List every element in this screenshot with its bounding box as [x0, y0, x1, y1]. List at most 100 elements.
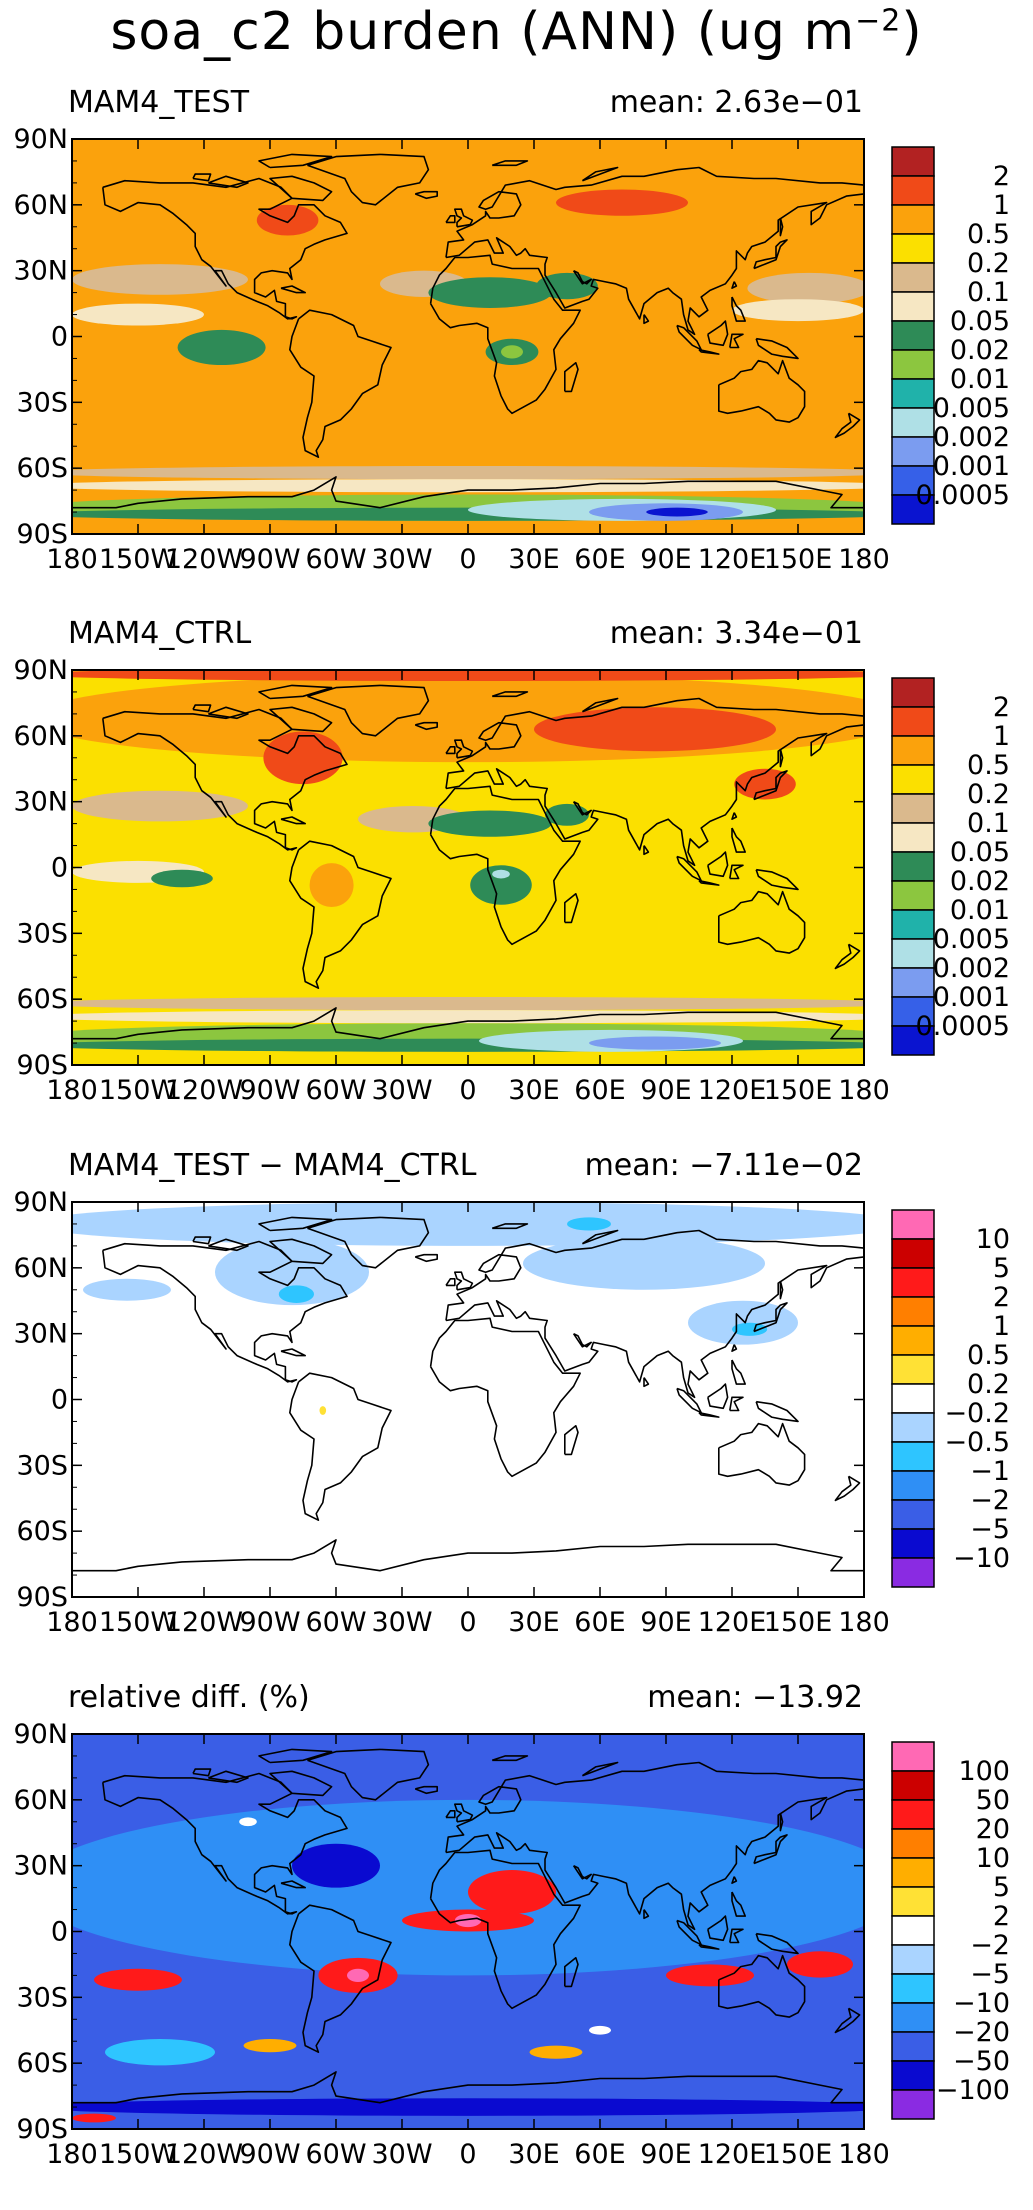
- colorbar-box: [891, 1441, 935, 1472]
- coastline-ellesmere: [258, 1748, 333, 1764]
- coastline-australia: [717, 1954, 806, 2018]
- contour-region: [468, 1870, 556, 1914]
- coastline-victoria-island: [208, 1770, 249, 1784]
- coastline-new-guinea: [755, 868, 799, 891]
- x-tick-label: 90E: [640, 544, 691, 575]
- coastline-philippines: [731, 827, 747, 853]
- x-tick-label: 180: [46, 1607, 98, 1638]
- coastline-new-zealand: [834, 2007, 861, 2034]
- coastline-cuba: [280, 285, 307, 294]
- y-tick-label: 60N: [13, 1785, 68, 1816]
- colorbar-box: [891, 2060, 935, 2091]
- contour-region: [72, 264, 248, 295]
- colorbar-label: 10: [976, 1224, 1010, 1255]
- contour-region: [239, 1817, 257, 1827]
- x-tick-label: 150E: [764, 1607, 833, 1638]
- contour-region: [428, 277, 552, 308]
- colorbar-box: [891, 764, 935, 795]
- colorbar-label: −2: [970, 1930, 1010, 1961]
- coastline-borneo: [707, 851, 729, 878]
- colorbar-label: −2: [970, 1485, 1010, 1516]
- panel-title: relative diff. (%): [68, 1680, 310, 1715]
- colorbar-label: 0.5: [967, 1340, 1010, 1371]
- contour-region: [105, 2039, 215, 2066]
- colorbar-box: [891, 1915, 935, 1946]
- colorbar-label: 10: [976, 1843, 1010, 1874]
- figure-title: soa_c2 burden (ANN) (ug m−2): [0, 2, 1033, 62]
- coastline-sakhalin: [779, 1812, 784, 1832]
- figure-title-close: ): [901, 2, 923, 62]
- coastline-banks-island: [192, 173, 212, 182]
- colorbar-label: 0.002: [933, 422, 1010, 453]
- x-tick-label: 150E: [764, 2139, 833, 2170]
- contour-region: [347, 1968, 369, 1982]
- colorbar-box: [891, 967, 935, 998]
- figure-title-text: soa_c2 burden (ANN) (ug m: [110, 2, 856, 62]
- x-tick-label: 180: [838, 544, 890, 575]
- colorbar-label: −10: [953, 1543, 1010, 1574]
- colorbar-box: [891, 1383, 935, 1414]
- contour-region: [787, 1951, 853, 1978]
- coastline-sulawesi: [729, 1396, 744, 1412]
- x-tick-label: 60E: [574, 1607, 625, 1638]
- colorbar-label: 0.005: [933, 924, 1010, 955]
- coastline-novaya-zemlya: [581, 166, 619, 182]
- colorbar-box: [891, 1296, 935, 1327]
- coastline-new-zealand: [834, 943, 861, 970]
- coastline-taiwan: [731, 812, 738, 820]
- x-tick-label: 90E: [640, 1607, 691, 1638]
- colorbar-label: −100: [936, 2075, 1010, 2106]
- map-panel-test: MAM4_TEST mean: 2.63e−01 180 150W 120W 90W 6…: [0, 85, 1033, 615]
- coastline-sri-lanka: [643, 1377, 650, 1388]
- colorbar-label: 1: [993, 1311, 1010, 1342]
- colorbar-box: [891, 1238, 935, 1269]
- panel-mean: mean: −7.11e−02: [584, 1148, 863, 1183]
- coastline-victoria-island: [208, 1238, 249, 1252]
- map-panel-ctrl: MAM4_CTRL mean: 3.34e−01 180 150W 120W 90W 6…: [0, 616, 1033, 1146]
- x-tick-label: 120W: [165, 1607, 243, 1638]
- x-tick-label: 120E: [698, 2139, 767, 2170]
- colorbar-label: 20: [976, 1814, 1010, 1845]
- coastline-baffin: [269, 1770, 333, 1797]
- colorbar-box: [891, 677, 935, 708]
- contour-region: [732, 299, 864, 322]
- x-tick-label: 90W: [239, 1607, 300, 1638]
- colorbar-box: [891, 262, 935, 293]
- colorbar-label: 5: [993, 1872, 1010, 1903]
- colorbar-label: 0.5: [967, 219, 1010, 250]
- coastline-baffin: [269, 1238, 333, 1265]
- coastline-svalbard: [491, 1755, 529, 1762]
- x-tick-label: 150W: [99, 2139, 177, 2170]
- coastline-cuba: [280, 1880, 307, 1889]
- x-tick-label: 30E: [508, 544, 559, 575]
- coastline-japan: [753, 1302, 788, 1333]
- x-tick-label: 30E: [508, 1607, 559, 1638]
- coastline-north-america: [102, 1772, 348, 1915]
- contour-region: [454, 1913, 482, 1928]
- coastline-arabian-gulf: [572, 269, 593, 285]
- contour-region: [72, 996, 864, 1011]
- coastline-ireland: [445, 746, 456, 755]
- coastline-uk: [453, 208, 474, 228]
- x-tick-label: 60W: [305, 2139, 366, 2170]
- coastline-iceland: [414, 1253, 439, 1263]
- colorbar-box: [891, 1799, 935, 1830]
- y-tick-label: 30S: [17, 1450, 69, 1481]
- contour-region: [72, 2098, 864, 2116]
- y-tick-label: 90S: [17, 1050, 69, 1081]
- colorbar-box: [891, 851, 935, 882]
- coastline-new-guinea: [755, 1400, 799, 1423]
- colorbar-box: [891, 735, 935, 766]
- coastline-south-america: [288, 309, 392, 459]
- colorbar-label: 0.5: [967, 750, 1010, 781]
- y-tick-label: 30N: [13, 256, 68, 287]
- x-tick-label: 150E: [764, 1075, 833, 1106]
- contour-region: [256, 204, 319, 236]
- coastline-south-america: [288, 1904, 392, 2054]
- coastline-japan: [753, 770, 788, 801]
- coastline-baffin: [269, 175, 333, 202]
- coastline-new-zealand: [834, 412, 861, 439]
- colorbar-label: 0.05: [950, 837, 1010, 868]
- x-tick-label: 0: [459, 1607, 476, 1638]
- coastlines: [72, 684, 864, 1040]
